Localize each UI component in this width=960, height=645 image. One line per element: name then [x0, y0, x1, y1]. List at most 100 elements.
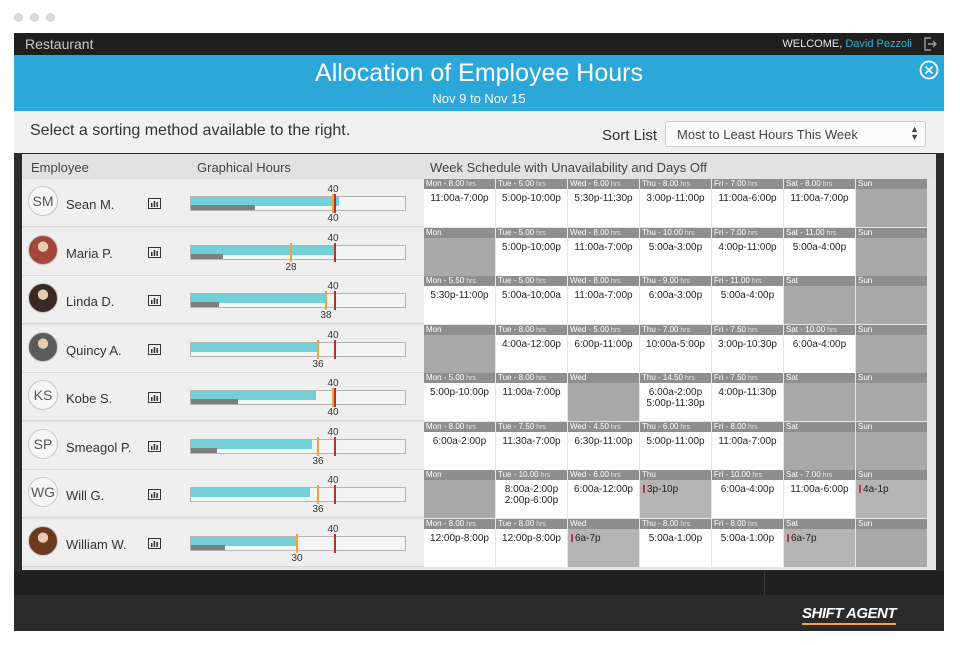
day-cell[interactable]: Wed [568, 373, 639, 421]
shift-time: 10:00a-5:00p [640, 335, 711, 350]
day-cell[interactable]: Wed - 6.00 hrs 5:30p-11:30p [568, 179, 639, 227]
bar-chart-icon[interactable] [148, 344, 161, 355]
close-icon[interactable] [918, 59, 940, 81]
day-cell[interactable]: Tue - 5.00 hrs 5:00p-10:00p [496, 228, 567, 276]
employee-name[interactable]: Will G. [66, 488, 105, 503]
shift-time: 11:00a-7:00p [568, 286, 639, 301]
day-cell[interactable]: Wed - 6.00 hrs 6:00a-12:00p [568, 470, 639, 518]
day-cell[interactable]: Thu - 10.00 hrs 5:00a-3:00p [640, 228, 711, 276]
day-cell[interactable]: Tue - 5.00 hrs 5:00p-10:00p [496, 179, 567, 227]
bar-chart-icon[interactable] [148, 198, 161, 209]
employee-row[interactable]: Quincy A. 40 36 Mon Tue - 8.00 hrs 4:00a-12:0… [22, 325, 936, 373]
employee-row[interactable]: WG Will G. 40 36 Mon Tue - 10.00 hrs 8:00a-2:0… [22, 470, 936, 518]
bar-chart-icon[interactable] [148, 441, 161, 452]
day-cell[interactable]: Mon [424, 228, 495, 276]
logout-icon[interactable] [922, 36, 938, 52]
day-cell[interactable]: Tue - 8.00 hrs 12:00p-8:00p [496, 519, 567, 567]
day-cell[interactable]: Tue - 7.50 hrs 11:30a-7:00p [496, 422, 567, 470]
day-cell[interactable]: Tue - 8.00 hrs 11:00a-7:00p [496, 373, 567, 421]
day-cell[interactable]: Thu - 8.00 hrs 3:00p-11:00p [640, 179, 711, 227]
employee-name[interactable]: Sean M. [66, 197, 115, 212]
sort-select[interactable]: Most to Least Hours This Week ▲ ▼ [665, 121, 926, 147]
day-cell[interactable]: Sat 6a-7p [784, 519, 855, 567]
day-cell[interactable]: Thu 3p-10p [640, 470, 711, 518]
day-cell[interactable]: Sun [856, 325, 927, 373]
avatar[interactable]: SM [28, 186, 58, 216]
day-cell[interactable]: Fri - 7.00 hrs 4:00p-11:00p [712, 228, 783, 276]
day-cell[interactable]: Sat [784, 276, 855, 324]
day-cell[interactable]: Wed - 5.00 hrs 6:00p-11:00p [568, 325, 639, 373]
day-cell[interactable]: Sat - 8.00 hrs 11:00a-7:00p [784, 179, 855, 227]
day-cell[interactable]: Wed - 4.50 hrs 6:30p-11:00p [568, 422, 639, 470]
day-cell[interactable]: Wed 6a-7p [568, 519, 639, 567]
employee-name[interactable]: William W. [66, 537, 127, 552]
day-cell[interactable]: Sat [784, 422, 855, 470]
day-cell[interactable]: Thu - 8.00 hrs 5:00a-1:00p [640, 519, 711, 567]
employee-name[interactable]: Maria P. [66, 246, 113, 261]
day-cell[interactable]: Sun [856, 228, 927, 276]
avatar[interactable] [28, 526, 58, 556]
day-cell[interactable]: Tue - 8.00 hrs 4:00a-12:00p [496, 325, 567, 373]
employee-row[interactable]: SP Smeagol P. 40 36 Mon - 8.00 hrs 6:00a-2:00… [22, 422, 936, 470]
day-cell[interactable]: Wed - 8.00 hrs 11:00a-7:00p [568, 276, 639, 324]
day-cell[interactable]: Thu - 14.50 hrs 6:00a-2:00p 5:00p-11:30p [640, 373, 711, 421]
day-cell[interactable]: Mon - 8.00 hrs 11:00a-7:00p [424, 179, 495, 227]
day-cell[interactable]: Mon [424, 470, 495, 518]
user-name[interactable]: David Pezzoli [845, 38, 912, 50]
day-cell[interactable]: Sun [856, 276, 927, 324]
day-cell[interactable]: Mon - 8.00 hrs 6:00a-2:00p [424, 422, 495, 470]
avatar[interactable] [28, 283, 58, 313]
day-cell[interactable]: Thu - 9.00 hrs 6:00a-3:00p [640, 276, 711, 324]
avatar[interactable]: KS [28, 380, 58, 410]
avatar[interactable]: WG [28, 477, 58, 507]
day-cell[interactable]: Thu - 7.00 hrs 10:00a-5:00p [640, 325, 711, 373]
bar-chart-icon[interactable] [148, 295, 161, 306]
day-cell[interactable]: Fri - 8.00 hrs 11:00a-7:00p [712, 422, 783, 470]
bar-chart-icon[interactable] [148, 538, 161, 549]
day-cell[interactable]: Mon [424, 325, 495, 373]
day-cell[interactable]: Mon - 5.50 hrs 5:30p-11:00p [424, 276, 495, 324]
day-header: Tue - 7.50 hrs [496, 422, 567, 432]
employee-name[interactable]: Quincy A. [66, 343, 122, 358]
day-cell[interactable]: Fri - 8.00 hrs 5:00a-1:00p [712, 519, 783, 567]
window-dot[interactable] [14, 13, 23, 22]
employee-row[interactable]: Linda D. 40 38 Mon - 5.50 hrs 5:30p-11:00p Tu… [22, 276, 936, 324]
bar-chart-icon[interactable] [148, 247, 161, 258]
avatar[interactable] [28, 235, 58, 265]
day-cell[interactable]: Fri - 7.50 hrs 4:00p-11:30p [712, 373, 783, 421]
avatar[interactable]: SP [28, 429, 58, 459]
day-cell[interactable]: Sun [856, 519, 927, 567]
employee-row[interactable]: KS Kobe S. 40 40 Mon - 5.00 hrs 5:00p-10:00p T… [22, 373, 936, 421]
employee-name[interactable]: Linda D. [66, 294, 115, 309]
day-cell[interactable]: Sun [856, 179, 927, 227]
day-cell[interactable]: Tue - 5.00 hrs 5:00a-10:00a [496, 276, 567, 324]
scheduled-hours-marker [290, 243, 292, 262]
employee-name[interactable]: Smeagol P. [66, 440, 132, 455]
day-cell[interactable]: Sun 4a-1p [856, 470, 927, 518]
day-cell[interactable]: Thu - 6.00 hrs 5:00p-11:00p [640, 422, 711, 470]
day-cell[interactable]: Fri - 11.00 hrs 5:00a-4:00p [712, 276, 783, 324]
avatar[interactable] [28, 332, 58, 362]
bar-chart-icon[interactable] [148, 489, 161, 500]
day-cell[interactable]: Sat - 11.00 hrs 5:00a-4:00p [784, 228, 855, 276]
day-cell[interactable]: Wed - 8.00 hrs 11:00a-7:00p [568, 228, 639, 276]
day-cell[interactable]: Mon - 5.00 hrs 5:00p-10:00p [424, 373, 495, 421]
day-header: Wed - 6.00 hrs [568, 179, 639, 189]
day-cell[interactable]: Mon - 8.00 hrs 12:00p-8:00p [424, 519, 495, 567]
employee-name[interactable]: Kobe S. [66, 391, 113, 406]
day-cell[interactable]: Sat [784, 373, 855, 421]
day-cell[interactable]: Fri - 7.50 hrs 3:00p-10:30p [712, 325, 783, 373]
day-cell[interactable]: Sun [856, 373, 927, 421]
employee-row[interactable]: William W. 40 30 Mon - 8.00 hrs 12:00p-8:00p… [22, 519, 936, 567]
employee-row[interactable]: SM Sean M. 40 40 Mon - 8.00 hrs 11:00a-7:00p T… [22, 179, 936, 227]
day-cell[interactable]: Sat - 7.00 hrs 11:00a-6:00p [784, 470, 855, 518]
employee-row[interactable]: Maria P. 40 28 Mon Tue - 5.00 hrs 5:00p-10:00… [22, 228, 936, 276]
day-cell[interactable]: Sun [856, 422, 927, 470]
day-cell[interactable]: Sat - 10.00 hrs 6:00a-4:00p [784, 325, 855, 373]
bar-chart-icon[interactable] [148, 392, 161, 403]
window-dot[interactable] [46, 13, 55, 22]
day-cell[interactable]: Fri - 7.00 hrs 11:00a-6:00p [712, 179, 783, 227]
day-cell[interactable]: Fri - 10.00 hrs 6:00a-4:00p [712, 470, 783, 518]
window-dot[interactable] [30, 13, 39, 22]
day-cell[interactable]: Tue - 10.00 hrs 8:00a-2:00p 2:00p-6:00p [496, 470, 567, 518]
